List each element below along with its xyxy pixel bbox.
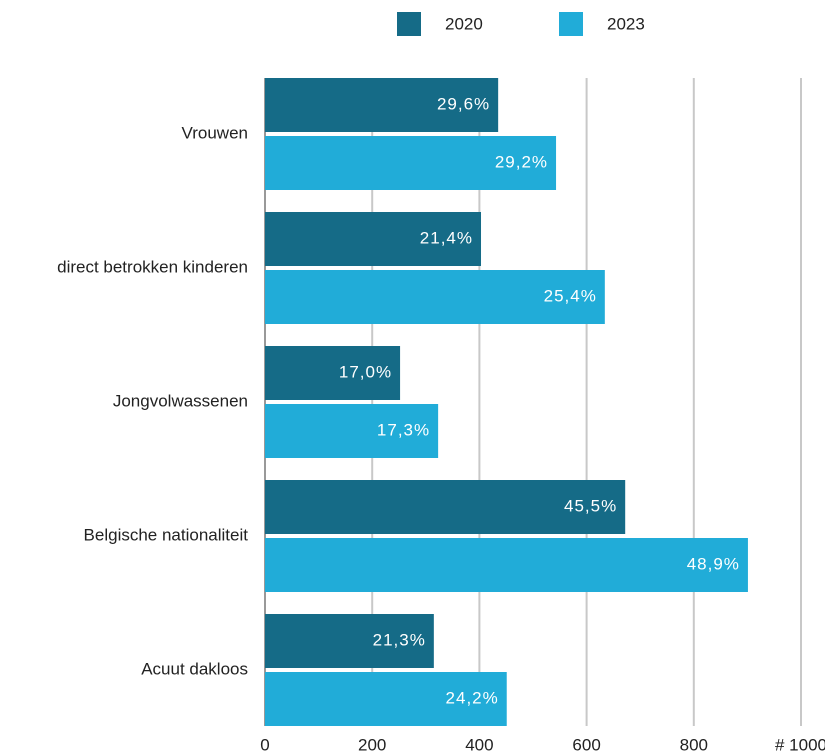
- bar-label: 17,3%: [377, 420, 430, 439]
- category-label: direct betrokken kinderen: [57, 257, 248, 276]
- bar-label: 45,5%: [564, 496, 617, 515]
- bar-label: 29,2%: [495, 152, 548, 171]
- x-tick-label: 600: [572, 735, 600, 754]
- bar: [265, 346, 401, 400]
- bar: [265, 270, 605, 324]
- category-label: Jongvolwassenen: [113, 391, 248, 410]
- bar: [265, 480, 626, 534]
- bar: [265, 136, 557, 190]
- x-tick-label: 0: [260, 735, 269, 754]
- bar: [265, 404, 439, 458]
- x-tick-label: # 1000: [775, 735, 825, 754]
- bar: [265, 672, 507, 726]
- bar-label: 25,4%: [544, 286, 597, 305]
- bar: [265, 212, 482, 266]
- category-label: Acuut dakloos: [141, 659, 248, 678]
- category-label: Vrouwen: [182, 123, 248, 142]
- bar-label: 48,9%: [687, 554, 740, 573]
- bar: [265, 538, 748, 592]
- x-tick-label: 800: [680, 735, 708, 754]
- bar-label: 21,3%: [373, 630, 426, 649]
- x-tick-label: 200: [358, 735, 386, 754]
- legend-swatch: [397, 12, 421, 36]
- legend-label: 2020: [445, 14, 483, 33]
- category-label: Belgische nationaliteit: [84, 525, 249, 544]
- bar-label: 17,0%: [339, 362, 392, 381]
- x-tick-label: 400: [465, 735, 493, 754]
- bar: [265, 614, 434, 668]
- bar-label: 24,2%: [446, 688, 499, 707]
- legend-label: 2023: [607, 14, 645, 33]
- bar: [265, 78, 499, 132]
- bar-label: 21,4%: [420, 228, 473, 247]
- bar-label: 29,6%: [437, 94, 490, 113]
- legend-swatch: [559, 12, 583, 36]
